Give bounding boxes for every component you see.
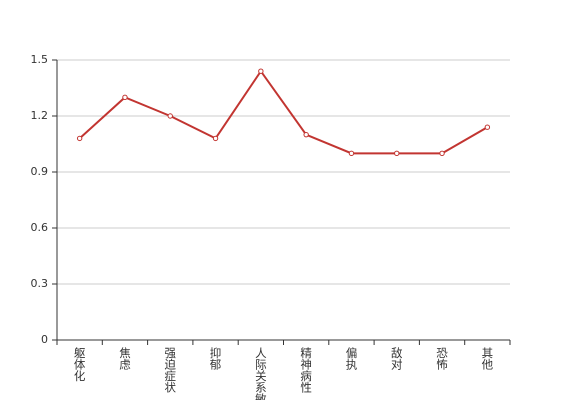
x-tick-label: 精神病性 bbox=[299, 347, 313, 394]
x-tick-label: 焦虑 bbox=[118, 347, 132, 370]
point bbox=[167, 113, 173, 119]
point bbox=[439, 150, 445, 157]
x-tick-label: 抑郁 bbox=[209, 346, 223, 370]
y-tick-label: 0 bbox=[41, 333, 48, 346]
y-tick-label: 0.9 bbox=[31, 165, 49, 178]
point bbox=[348, 150, 355, 157]
y-tick-label: 1.2 bbox=[31, 109, 49, 122]
x-tick-label: 偏执 bbox=[344, 346, 358, 371]
x-tick-label: 其他 bbox=[480, 347, 494, 370]
y-tick-label: 0.3 bbox=[31, 277, 49, 290]
point bbox=[212, 135, 219, 142]
x-tick-label: 强迫症状 bbox=[163, 347, 177, 393]
point bbox=[122, 94, 128, 101]
x-tick-label: 人际关系敏感 bbox=[254, 347, 268, 400]
y-tick-label: 0.6 bbox=[31, 221, 49, 234]
x-tick-label: 躯体化 bbox=[73, 347, 87, 382]
point bbox=[394, 150, 400, 157]
point bbox=[258, 68, 264, 74]
point bbox=[484, 124, 491, 130]
y-tick-label: 1.5 bbox=[31, 53, 49, 66]
line bbox=[78, 69, 488, 155]
x-tick-label: 敌对 bbox=[390, 346, 404, 370]
point bbox=[76, 135, 83, 142]
point bbox=[303, 131, 309, 138]
x-tick-label: 恐怖 bbox=[435, 347, 449, 370]
